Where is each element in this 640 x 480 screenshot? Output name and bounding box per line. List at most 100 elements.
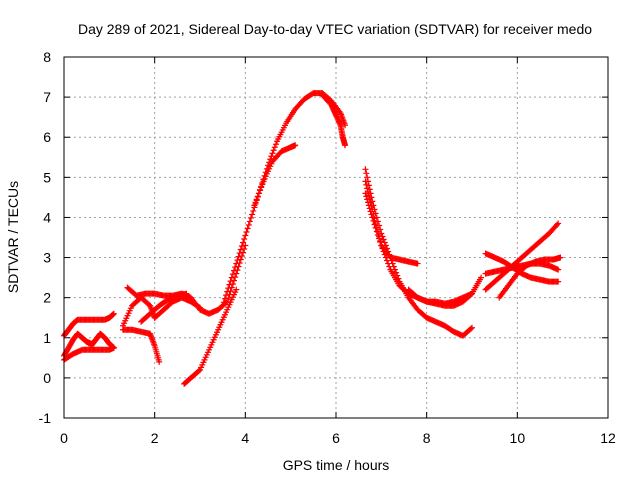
data-point <box>292 142 299 149</box>
data-point <box>269 150 276 157</box>
data-point <box>233 260 240 267</box>
series-arc-10 <box>181 286 240 387</box>
data-point <box>363 181 370 188</box>
series-arc-20 <box>482 260 562 277</box>
data-point <box>240 239 247 246</box>
data-point <box>362 190 369 197</box>
series-arc-9 <box>138 290 190 325</box>
data-point <box>224 288 231 295</box>
series-arc-17 <box>405 274 485 307</box>
data-point <box>220 299 227 306</box>
x-tick-label: 8 <box>423 430 431 446</box>
x-tick-labels: 0 2 4 6 8 10 12 <box>60 430 616 446</box>
data-point <box>221 295 228 302</box>
data-point <box>231 267 237 274</box>
data-point <box>365 199 372 206</box>
data-point <box>366 205 373 212</box>
x-tick-label: 4 <box>241 430 249 446</box>
data-point <box>110 344 117 351</box>
y-tick-label: 4 <box>43 209 51 225</box>
data-point <box>250 207 257 214</box>
data-point <box>229 271 236 278</box>
data-point <box>365 202 372 209</box>
x-tick-label: 10 <box>510 430 526 446</box>
data-point <box>226 281 233 288</box>
data-point <box>254 193 261 200</box>
data-point <box>255 190 262 197</box>
x-axis-label: GPS time / hours <box>283 457 390 473</box>
y-tick-label: 2 <box>43 290 51 306</box>
series-arc-8 <box>151 294 203 321</box>
data-point <box>245 221 252 228</box>
data-point <box>386 263 393 270</box>
plot-frame <box>63 56 609 419</box>
data-point <box>371 221 378 228</box>
series-arc-16 <box>362 190 421 267</box>
x-tick-label: 6 <box>332 430 340 446</box>
data-point <box>268 153 275 160</box>
data-point <box>233 286 240 293</box>
data-point <box>467 325 474 332</box>
data-point <box>235 253 242 260</box>
data-point <box>362 178 369 185</box>
data-point <box>197 304 203 311</box>
series-arc-11 <box>219 90 349 309</box>
data-points <box>61 90 564 387</box>
data-point <box>384 257 390 264</box>
data-point <box>234 257 241 264</box>
data-point <box>225 285 232 292</box>
y-tick-label: 3 <box>43 250 51 266</box>
data-point <box>364 196 371 203</box>
data-point <box>270 147 277 154</box>
data-point <box>554 221 560 228</box>
y-tick-label: 7 <box>43 89 51 105</box>
data-point <box>249 211 256 218</box>
data-point <box>110 310 117 317</box>
series-arc-12 <box>251 142 299 209</box>
data-point <box>342 142 349 149</box>
data-point <box>241 236 248 243</box>
data-point <box>156 358 163 365</box>
data-point <box>232 264 239 271</box>
data-point <box>228 274 235 281</box>
series-arc-13 <box>319 92 349 149</box>
data-point <box>237 246 244 253</box>
data-point <box>251 202 258 209</box>
data-point <box>369 214 376 221</box>
data-point <box>478 274 485 281</box>
series-arc-21 <box>496 254 564 301</box>
data-point <box>252 199 259 206</box>
series-arc-4 <box>88 330 117 351</box>
data-point <box>368 211 375 218</box>
data-point <box>242 232 249 239</box>
data-point <box>257 187 264 194</box>
data-point <box>374 231 381 238</box>
data-point <box>258 184 265 191</box>
data-point <box>377 239 384 246</box>
y-tick-label: 0 <box>43 370 51 386</box>
data-point <box>183 290 190 297</box>
data-point <box>272 141 279 148</box>
data-point <box>195 303 202 310</box>
data-point <box>370 217 377 224</box>
data-point <box>248 214 254 221</box>
series-arc-2 <box>61 330 95 359</box>
data-point <box>271 144 278 151</box>
x-tick-label: 2 <box>151 430 159 446</box>
data-point <box>219 302 226 309</box>
data-point <box>227 278 234 285</box>
x-tick-label: 0 <box>60 430 68 446</box>
data-point <box>362 166 369 173</box>
data-point <box>364 185 371 192</box>
data-point <box>244 225 251 232</box>
y-tick-label: 8 <box>43 49 51 65</box>
y-tick-label: 6 <box>43 129 51 145</box>
y-axis-label: SDTVAR / TECUs <box>5 181 21 293</box>
y-tick-labels: -1 0 1 2 3 4 5 6 7 8 <box>39 49 52 426</box>
data-point <box>380 236 387 243</box>
data-point <box>259 181 266 188</box>
data-point <box>393 269 400 276</box>
data-point <box>385 260 392 267</box>
data-point <box>253 196 260 203</box>
